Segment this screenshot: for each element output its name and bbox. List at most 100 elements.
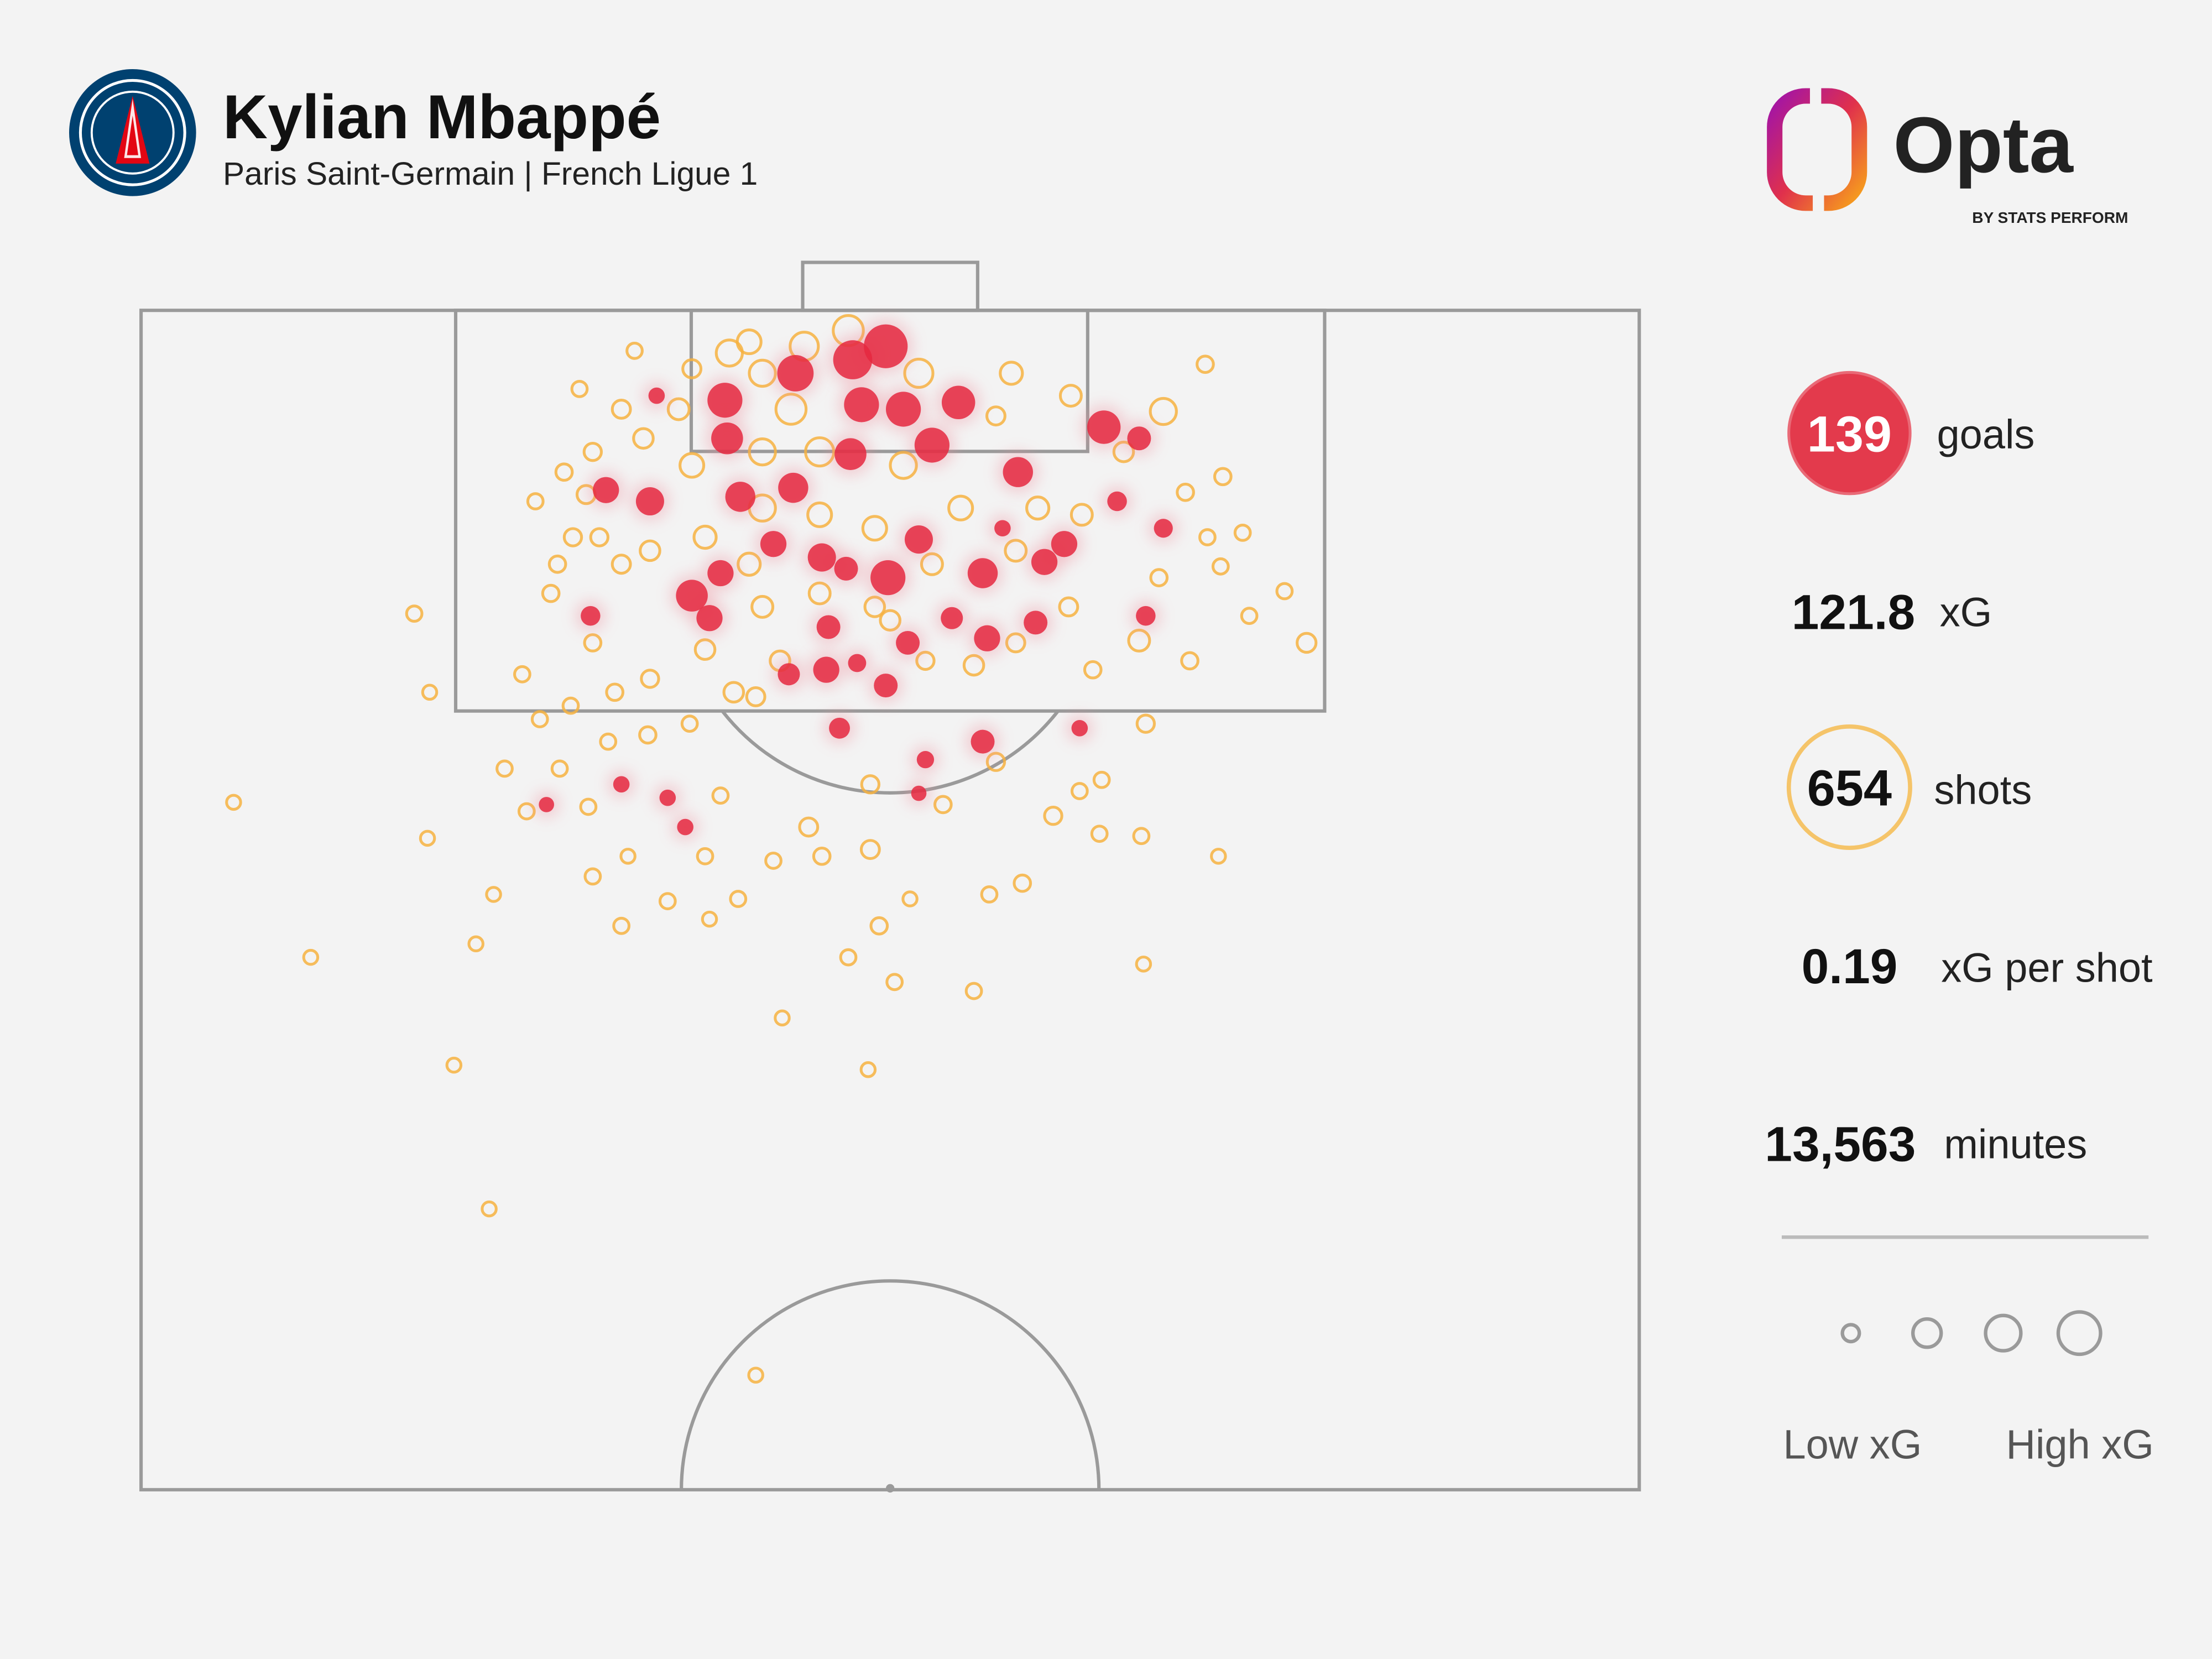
shot-miss-marker bbox=[885, 973, 904, 992]
shot-miss-marker bbox=[419, 830, 436, 847]
shot-miss-marker bbox=[980, 885, 999, 904]
shot-miss-marker bbox=[583, 867, 602, 886]
shot-goal-marker bbox=[707, 560, 734, 587]
shot-goal-marker bbox=[1107, 491, 1127, 512]
shot-goal-marker bbox=[941, 607, 963, 629]
shot-miss-marker bbox=[611, 554, 632, 575]
shot-miss-marker bbox=[1135, 713, 1156, 734]
shot-goal-marker bbox=[816, 615, 841, 639]
shot-goal-marker bbox=[1136, 606, 1156, 626]
shot-miss-marker bbox=[839, 948, 858, 967]
shot-goal-marker bbox=[885, 392, 921, 427]
shot-miss-marker bbox=[1070, 503, 1094, 527]
shot-miss-marker bbox=[1196, 354, 1215, 374]
shot-miss-marker bbox=[481, 1200, 498, 1218]
shot-goal-marker bbox=[613, 776, 630, 793]
shot-goal-marker bbox=[1051, 531, 1078, 557]
svg-text:0.19: 0.19 bbox=[1802, 938, 1898, 994]
shot-goal-marker bbox=[914, 427, 950, 463]
shot-miss-marker bbox=[666, 397, 691, 421]
shot-goal-marker bbox=[1024, 611, 1048, 635]
shot-miss-marker bbox=[903, 357, 935, 389]
shot-miss-marker bbox=[962, 654, 985, 677]
shot-miss-marker bbox=[619, 848, 637, 865]
shot-goal-marker bbox=[971, 729, 995, 754]
svg-text:654: 654 bbox=[1807, 760, 1892, 817]
shot-goal-marker bbox=[778, 472, 808, 503]
shot-miss-marker bbox=[513, 665, 531, 684]
shot-miss-marker bbox=[748, 437, 777, 467]
xg-size-legend: Low xG High xG bbox=[1783, 1310, 2154, 1468]
shot-miss-marker bbox=[632, 427, 655, 450]
svg-text:xG: xG bbox=[1940, 589, 1992, 635]
shot-miss-marker bbox=[1135, 956, 1152, 973]
shot-miss-marker bbox=[640, 669, 660, 689]
shot-goal-marker bbox=[834, 556, 858, 581]
shot-miss-marker bbox=[589, 527, 609, 547]
shot-goal-marker bbox=[807, 543, 836, 572]
shot-miss-marker bbox=[1210, 848, 1227, 865]
shot-miss-marker bbox=[611, 399, 632, 420]
shot-goal-marker bbox=[864, 324, 908, 368]
shot-miss-marker bbox=[807, 581, 832, 606]
shot-miss-marker bbox=[605, 682, 625, 702]
shot-goal-marker bbox=[844, 387, 879, 422]
shot-miss-marker bbox=[485, 886, 502, 903]
shot-miss-marker bbox=[612, 916, 631, 935]
shot-goal-marker bbox=[581, 606, 601, 626]
legend-low-label: Low xG bbox=[1783, 1422, 1922, 1468]
shot-goal-marker bbox=[1127, 426, 1151, 451]
shot-goal-marker bbox=[870, 560, 906, 596]
shot-goal-marker bbox=[1031, 549, 1058, 575]
shot-goal-marker bbox=[874, 674, 898, 698]
shot-miss-marker bbox=[679, 452, 706, 479]
shot-goal-marker bbox=[848, 654, 867, 672]
shot-miss-marker bbox=[1213, 467, 1233, 487]
shot-miss-marker bbox=[1013, 873, 1032, 893]
shot-miss-marker bbox=[225, 794, 242, 811]
legend-circle-small bbox=[1840, 1323, 1861, 1344]
shot-miss-marker bbox=[639, 539, 661, 562]
shot-miss-marker bbox=[947, 494, 974, 521]
shot-miss-marker bbox=[467, 935, 484, 953]
shot-miss-marker bbox=[774, 393, 808, 426]
club-logo bbox=[69, 69, 196, 196]
shot-miss-marker bbox=[750, 594, 775, 619]
shot-miss-marker bbox=[421, 684, 439, 701]
stat-minutes: 13,563 minutes bbox=[1765, 1116, 2087, 1171]
svg-text:minutes: minutes bbox=[1944, 1121, 2087, 1167]
shot-miss-marker bbox=[625, 341, 644, 360]
stat-goals: 139 goals bbox=[1787, 371, 2034, 495]
center-spot bbox=[886, 1484, 895, 1493]
shot-miss-marker bbox=[696, 847, 714, 865]
shot-goal-marker bbox=[829, 717, 851, 739]
shot-goal-marker bbox=[896, 630, 920, 655]
shot-miss-marker bbox=[859, 839, 881, 860]
shot-miss-marker bbox=[774, 1009, 791, 1027]
shot-miss-marker bbox=[1083, 660, 1103, 680]
shot-miss-marker bbox=[889, 451, 918, 480]
shot-miss-marker bbox=[1233, 523, 1252, 542]
shot-goal-marker bbox=[1003, 457, 1033, 487]
shot-goal-marker bbox=[1154, 519, 1173, 538]
shot-goal-marker bbox=[967, 558, 998, 588]
shot-goal-marker bbox=[539, 797, 555, 812]
shot-miss-marker bbox=[1176, 482, 1195, 502]
shot-miss-marker bbox=[1025, 495, 1051, 521]
shot-goal-marker bbox=[916, 751, 935, 769]
shot-miss-marker bbox=[1127, 628, 1151, 653]
shot-goal-marker bbox=[659, 789, 676, 806]
shot-miss-marker bbox=[964, 982, 983, 1000]
shot-miss-marker bbox=[1070, 782, 1089, 800]
shot-miss-marker bbox=[1092, 770, 1111, 789]
center-circle bbox=[680, 1279, 1101, 1490]
shot-miss-marker bbox=[1090, 825, 1109, 843]
shot-miss-marker bbox=[495, 759, 514, 778]
shot-miss-marker bbox=[764, 852, 782, 870]
shot-miss-marker bbox=[1211, 557, 1230, 576]
svg-text:121.8: 121.8 bbox=[1792, 585, 1915, 640]
shot-miss-marker bbox=[570, 380, 589, 398]
opta-sub-wordmark: BY STATS PERFORM bbox=[1972, 209, 2128, 226]
shot-goal-marker bbox=[760, 531, 787, 557]
